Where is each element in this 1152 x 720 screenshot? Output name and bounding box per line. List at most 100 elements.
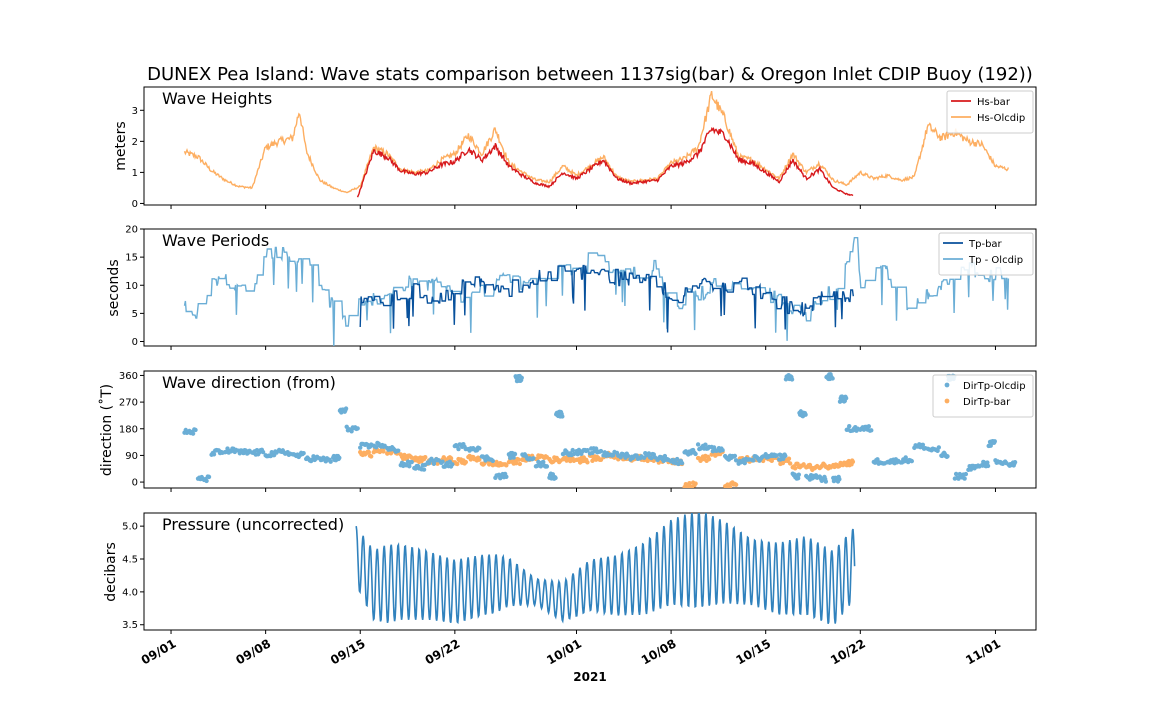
y-tick-label: 0 [132,199,138,210]
figure-title: DUNEX Pea Island: Wave stats comparison … [147,64,1033,85]
data-point [421,467,427,472]
y-tick-label: 4.5 [122,555,138,566]
y-tick: 10 [125,281,144,292]
data-point [193,427,198,433]
y-tick-label: 270 [119,398,138,409]
legend: Tp-bar Tp - Olcdip [938,232,1034,276]
data-point [560,414,565,419]
legend-label: DirTp-Olcdip [963,381,1026,392]
y-tick: 180 [119,424,144,435]
data-point [531,456,536,461]
data-point [571,451,577,457]
y-tick-label: 3.5 [122,620,138,631]
data-point [866,424,872,429]
y-tick-label: 20 [125,225,138,236]
y-tick: 2 [132,137,144,148]
data-point [875,457,880,462]
plot-area: 0 5 10 15 20 Tp-bar Tp - Olcdip [125,225,1034,350]
x-tick-label: 10/01 [544,636,584,667]
data-point [440,459,445,464]
data-point [516,457,521,462]
data-point [373,445,379,450]
data-point [538,464,544,469]
data-point [409,459,414,465]
axes-frame [143,86,1037,206]
data-point [519,375,524,380]
data-point [742,460,747,466]
y-axis-label: direction (˚T) [98,384,115,476]
x-tick-label: 10/22 [828,636,868,667]
panel-title: Wave Heights [162,89,272,108]
data-point [751,458,756,463]
panel-wave-periods: 0 5 10 15 20 Tp-bar Tp - Olcdip Wave Periods s… [106,225,1037,350]
data-point [455,461,460,467]
y-tick: 0 [132,199,144,210]
data-point [869,428,874,433]
plot-area: 0 1 2 3 Hs-bar Hs-Olcdip [132,90,1034,210]
y-axis-label: meters [113,121,129,170]
y-tick: 90 [125,451,144,462]
data-point [514,461,519,466]
data-point [795,475,801,481]
y-tick-label: 4.0 [122,587,138,598]
legend-label: Hs-Olcdip [977,113,1025,124]
panel-wave-direction: 0 90 180 270 360 DirTp-Olcdip DirTp-bar Wave d… [98,370,1037,492]
data-point [504,463,509,468]
series-line-hs-bar [356,126,854,198]
data-point [992,439,997,444]
data-point [920,442,926,447]
data-point [450,462,455,467]
y-tick-label: 10 [125,281,138,292]
x-axis: 09/01 09/08 09/15 09/22 10/01 10/08 10/15 10/22… [139,636,1003,667]
y-tick: 20 [125,225,144,236]
data-point [963,471,969,477]
data-point [625,453,631,459]
plot-area: 0 90 180 270 360 DirTp-Olcdip DirTp-bar [119,371,1034,492]
series-line-tp-bar [359,264,854,333]
data-point [366,449,371,455]
data-point [953,471,959,477]
data-point [355,426,360,431]
data-point [448,456,454,461]
y-tick: 360 [119,371,144,382]
data-point [553,475,558,481]
panel-title: Wave direction (from) [162,373,336,392]
panel-wave-heights: 0 1 2 3 Hs-bar Hs-Olcdip Wave Heights meters [113,86,1037,210]
y-tick: 5 [132,309,144,320]
data-point [381,449,386,454]
axes-frame [143,370,1037,489]
data-point [662,453,668,459]
legend-label: DirTp-bar [963,397,1011,408]
data-point [695,442,701,447]
data-point [783,453,788,459]
data-point [985,460,990,465]
y-tick-label: 2 [132,137,138,148]
legend-label: Hs-bar [977,97,1011,108]
data-point [517,461,523,467]
data-point [358,445,363,450]
legend: DirTp-Olcdip DirTp-bar [932,374,1034,418]
y-tick-label: 5.0 [122,522,138,533]
x-axis-label: 2021 [573,670,606,684]
data-point [823,479,829,484]
data-point [490,458,496,464]
data-point [407,464,412,469]
data-point [1012,460,1018,465]
data-point [847,424,852,429]
y-tick: 5.0 [122,522,144,533]
y-tick: 3.5 [122,620,144,631]
data-point [649,455,654,461]
data-point [945,454,950,459]
data-point [935,448,940,454]
plot-area: 3.5 4.0 4.5 5.0 [122,513,996,634]
data-point [511,455,516,460]
data-point [985,463,991,469]
data-point [787,461,793,466]
x-tick-label: 11/01 [963,636,1003,667]
data-point [732,453,738,459]
legend-marker [944,382,950,388]
data-point [646,451,652,456]
y-tick-label: 3 [132,106,138,117]
data-point [463,459,468,465]
